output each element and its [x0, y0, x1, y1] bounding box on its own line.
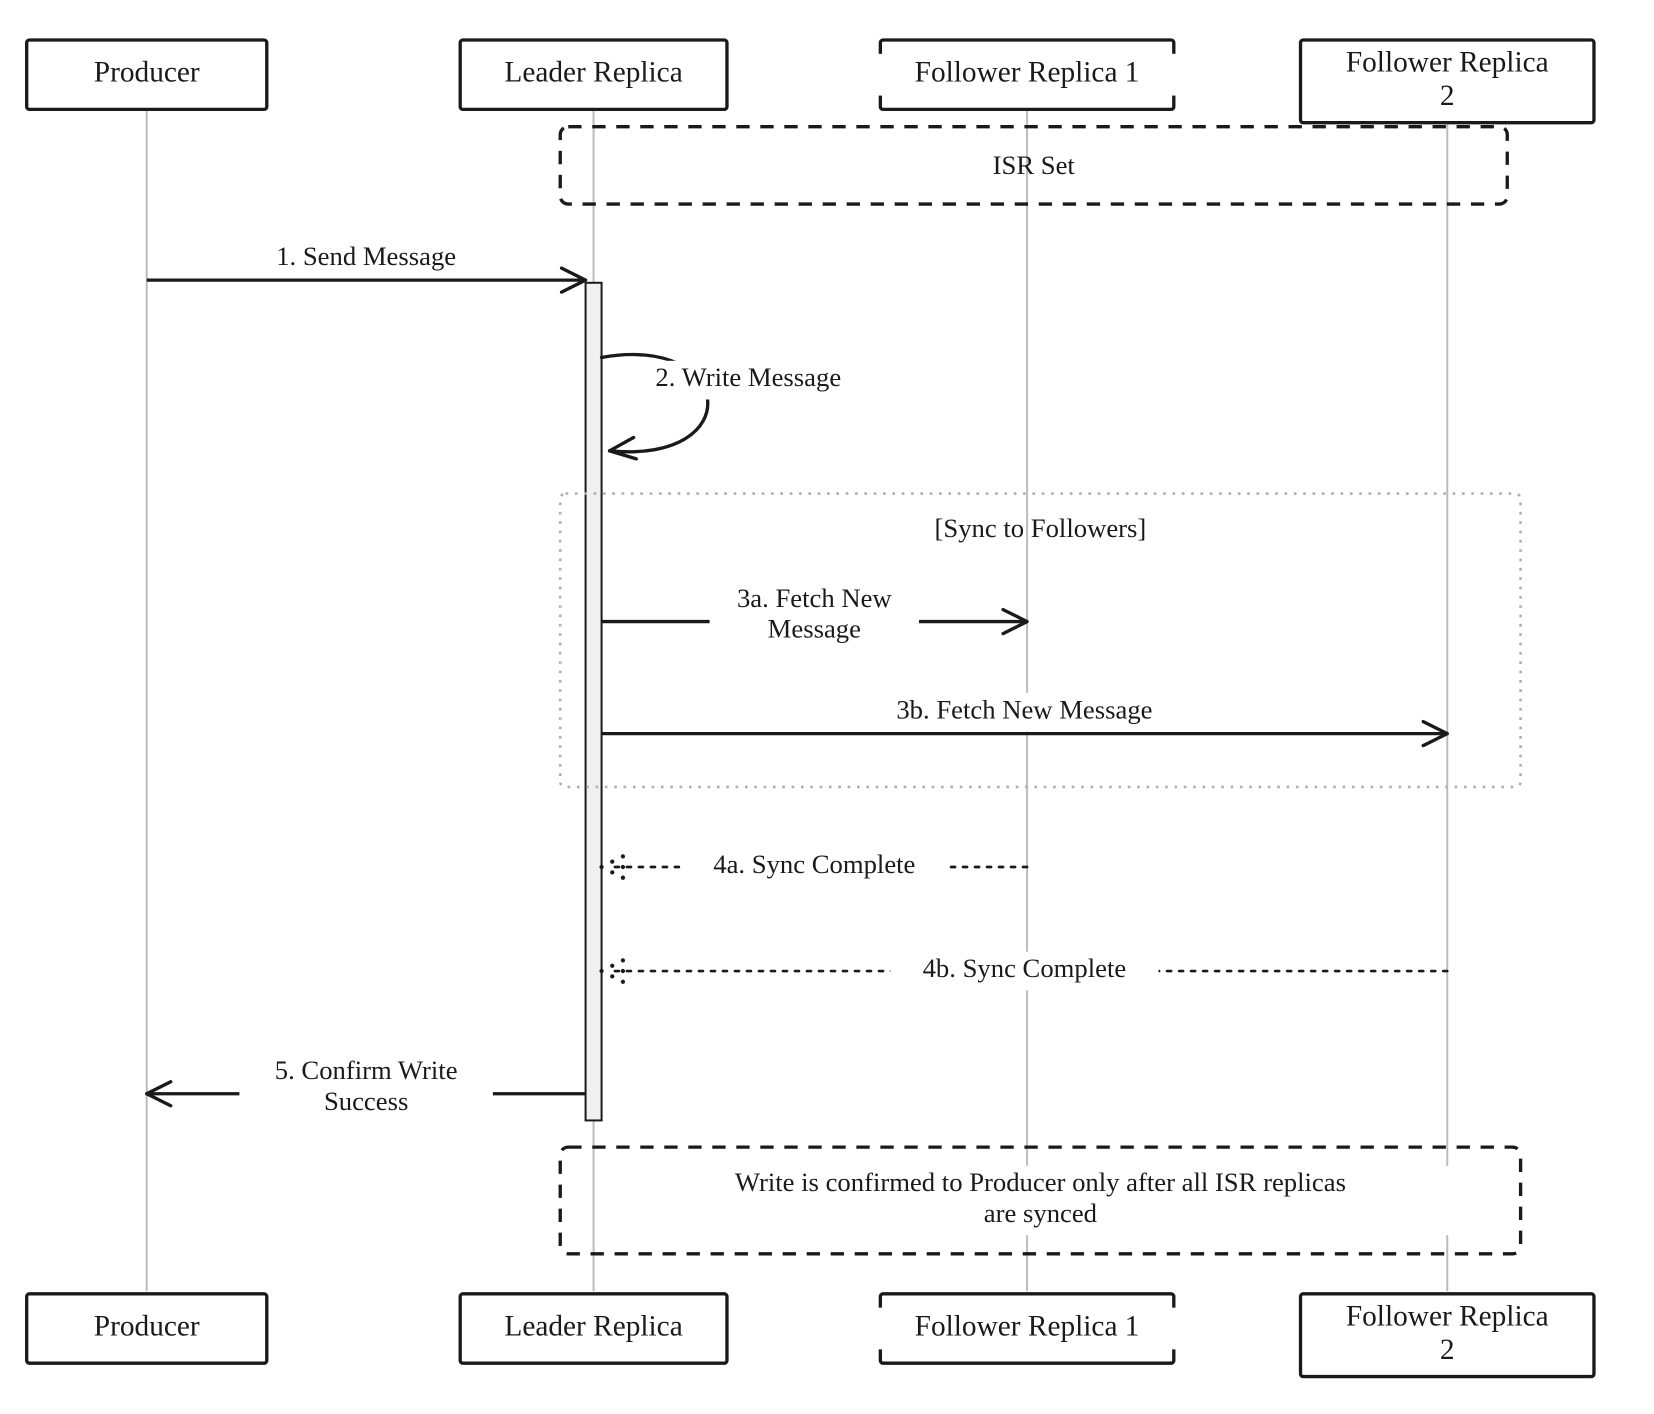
- actor-label-follower1-top: Follower Replica 1: [915, 56, 1140, 88]
- message-m4b-head: [599, 969, 603, 973]
- message-m4b-head: [610, 964, 614, 968]
- message-m3b-label: 3b. Fetch New Message: [896, 694, 1152, 724]
- isr-set-label: ISR Set: [993, 150, 1076, 180]
- message-m4b-head: [621, 980, 625, 984]
- message-m4b-head: [610, 974, 614, 978]
- message-m4a-head: [610, 870, 614, 874]
- message-m4b-label: 4b. Sync Complete: [923, 953, 1127, 983]
- actor-label-leader-bottom: Leader Replica: [504, 1310, 682, 1342]
- message-m2-label: 2. Write Message: [655, 362, 841, 392]
- message-m4a-head: [621, 865, 625, 869]
- message-m4a-head: [599, 865, 603, 869]
- message-m2-head: [610, 438, 637, 459]
- message-m4a-head: [621, 876, 625, 880]
- message-m4a-head: [610, 860, 614, 864]
- actor-label-leader-top: Leader Replica: [504, 56, 682, 88]
- actor-label-follower1-bottom: Follower Replica 1: [915, 1310, 1140, 1342]
- activation-leader: [586, 283, 602, 1121]
- message-m1-label: 1. Send Message: [276, 241, 456, 271]
- sync-followers-label: [Sync to Followers]: [935, 513, 1147, 543]
- message-m4a-head: [621, 854, 625, 858]
- message-m4b-head: [621, 969, 625, 973]
- message-m4b-head: [621, 958, 625, 962]
- actor-label-producer-top: Producer: [94, 56, 200, 88]
- actor-label-producer-bottom: Producer: [94, 1310, 200, 1342]
- message-m4a-label: 4a. Sync Complete: [713, 849, 915, 879]
